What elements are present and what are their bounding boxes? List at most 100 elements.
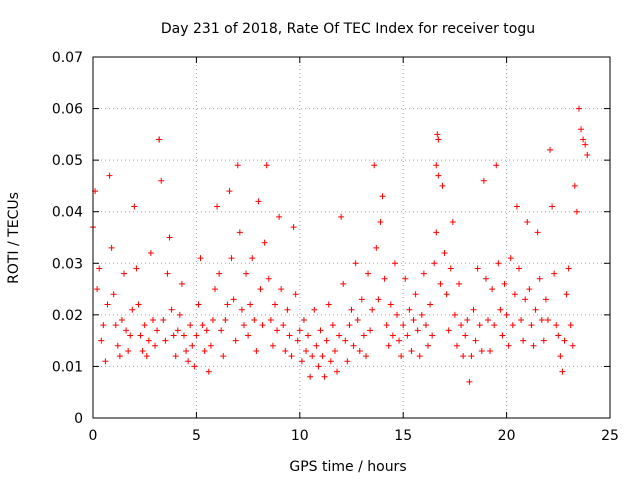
data-point <box>143 353 150 360</box>
data-point <box>209 317 216 324</box>
data-point <box>441 249 448 256</box>
data-point <box>522 296 529 303</box>
data-point <box>367 327 374 334</box>
data-point <box>94 286 101 293</box>
data-point <box>284 306 291 313</box>
data-point <box>187 322 194 329</box>
data-point <box>534 229 541 236</box>
data-point <box>555 332 562 339</box>
data-point <box>402 275 409 282</box>
data-point <box>317 327 324 334</box>
data-point <box>396 337 403 344</box>
data-point <box>131 203 138 210</box>
data-point <box>323 337 330 344</box>
data-point <box>139 347 146 354</box>
data-point <box>253 347 260 354</box>
data-point <box>518 317 525 324</box>
y-tick-label: 0.04 <box>52 205 83 221</box>
data-point <box>478 347 485 354</box>
data-point <box>445 327 452 334</box>
data-point <box>121 270 128 277</box>
data-point <box>358 296 365 303</box>
data-point <box>176 311 183 318</box>
data-point <box>435 172 442 179</box>
data-point <box>437 280 444 287</box>
data-point <box>224 301 231 308</box>
data-point <box>327 358 334 365</box>
data-point <box>154 327 161 334</box>
data-point <box>460 353 467 360</box>
data-point <box>288 353 295 360</box>
data-point <box>276 213 283 220</box>
data-point <box>511 291 518 298</box>
data-point <box>456 280 463 287</box>
data-point <box>381 275 388 282</box>
data-point <box>214 203 221 210</box>
data-point <box>389 332 396 339</box>
data-point <box>433 162 440 169</box>
data-point <box>501 280 508 287</box>
data-point <box>493 162 500 169</box>
data-point <box>458 322 465 329</box>
data-point <box>557 353 564 360</box>
data-point <box>255 198 262 205</box>
data-point <box>369 306 376 313</box>
data-point <box>404 332 411 339</box>
data-point <box>331 347 338 354</box>
data-point <box>278 286 285 293</box>
data-point <box>497 306 504 313</box>
data-point <box>547 146 554 153</box>
data-point <box>542 296 549 303</box>
y-tick-label: 0.01 <box>52 359 83 375</box>
data-point <box>98 337 105 344</box>
data-point <box>410 317 417 324</box>
data-point <box>431 260 438 267</box>
data-point <box>197 255 204 262</box>
x-tick-label: 15 <box>394 428 412 444</box>
data-point <box>267 317 274 324</box>
data-point <box>193 332 200 339</box>
data-point <box>412 291 419 298</box>
y-axis-label: ROTI / TECUs <box>6 192 22 284</box>
data-point <box>580 136 587 143</box>
data-point <box>300 317 307 324</box>
data-point <box>464 317 471 324</box>
data-point <box>377 219 384 226</box>
data-point <box>474 265 481 272</box>
data-point <box>226 188 233 195</box>
x-tick-label: 10 <box>291 428 309 444</box>
data-point <box>462 332 469 339</box>
data-point <box>373 244 380 251</box>
data-point <box>491 322 498 329</box>
data-point <box>106 172 113 179</box>
data-point <box>427 301 434 308</box>
data-point <box>152 342 159 349</box>
data-point <box>371 162 378 169</box>
data-point <box>425 342 432 349</box>
data-point <box>137 332 144 339</box>
data-point <box>160 317 167 324</box>
data-point <box>505 342 512 349</box>
data-point <box>528 322 535 329</box>
data-point <box>352 260 359 267</box>
data-point <box>507 255 514 262</box>
data-point <box>350 342 357 349</box>
data-point <box>135 301 142 308</box>
data-point <box>516 265 523 272</box>
data-point <box>325 301 332 308</box>
data-point <box>199 322 206 329</box>
data-point <box>207 342 214 349</box>
data-point <box>108 244 115 251</box>
data-point <box>189 342 196 349</box>
data-point <box>100 322 107 329</box>
data-point <box>526 286 533 293</box>
grid-lines <box>93 57 610 418</box>
data-point <box>294 337 301 344</box>
y-tick-label: 0 <box>74 411 83 427</box>
y-tick-label: 0.02 <box>52 308 83 324</box>
data-point <box>282 347 289 354</box>
data-point <box>551 270 558 277</box>
plot-frame <box>92 56 611 419</box>
data-point <box>573 208 580 215</box>
